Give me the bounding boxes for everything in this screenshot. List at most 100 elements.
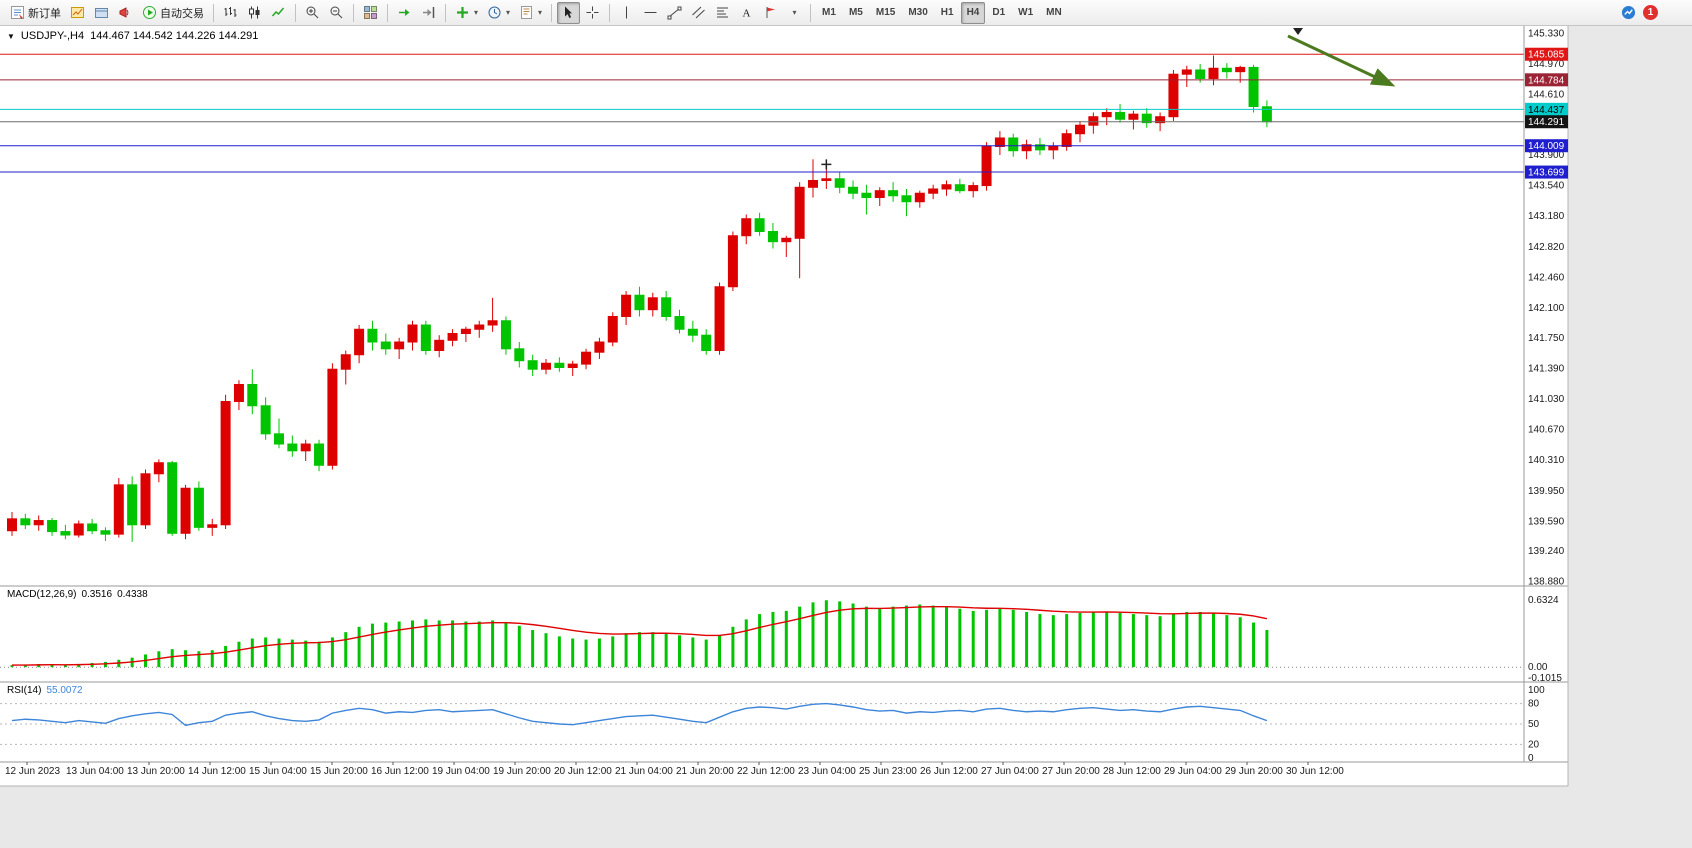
- trend-arrow[interactable]: [1287, 34, 1396, 87]
- shapes-dropdown-button[interactable]: ▾: [783, 2, 805, 24]
- toolbar-separator: [609, 3, 611, 22]
- periods-button[interactable]: ▾: [483, 2, 514, 24]
- line-icon: [271, 5, 286, 20]
- timeframe-w1-button[interactable]: W1: [1018, 7, 1034, 18]
- timeframe-d1-button[interactable]: D1: [992, 7, 1006, 18]
- rsi-name: RSI(14): [7, 685, 42, 696]
- autotrading-button-label: 自动交易: [160, 7, 204, 20]
- toolbar-group-objects: A ▾: [615, 2, 805, 24]
- horizontal-line-button[interactable]: [639, 2, 662, 24]
- price-scale[interactable]: 145.330 144.970 144.610 143.900 143.540 143.1…: [1525, 28, 1568, 588]
- svg-text:145.085: 145.085: [1528, 50, 1565, 61]
- toolbar-group-insert: ▾ ▾ ▾: [451, 2, 546, 24]
- toolbar-separator: [213, 3, 214, 22]
- ohlc-values: 144.467 144.542 144.226 144.291: [90, 30, 259, 42]
- svg-text:21 Jun 04:00: 21 Jun 04:00: [615, 766, 673, 777]
- timeframe-m30-button[interactable]: M30: [908, 7, 928, 18]
- svg-text:A: A: [743, 8, 751, 20]
- timeframe-mn-button[interactable]: MN: [1046, 7, 1062, 18]
- level-lines[interactable]: [0, 53, 1524, 173]
- svg-text:143.699: 143.699: [1528, 168, 1565, 179]
- channel-icon: [691, 5, 706, 20]
- toolbar-separator: [810, 3, 812, 22]
- svg-text:26 Jun 12:00: 26 Jun 12:00: [920, 766, 978, 777]
- crosshair-button[interactable]: [581, 2, 604, 24]
- svg-text:13 Jun 04:00: 13 Jun 04:00: [66, 766, 124, 777]
- price-badge-143.699: [1525, 165, 1568, 179]
- trendline-button[interactable]: [663, 2, 686, 24]
- svg-text:27 Jun 20:00: 27 Jun 20:00: [1042, 766, 1100, 777]
- svg-text:100: 100: [1528, 685, 1545, 696]
- zoom-out-button[interactable]: [325, 2, 348, 24]
- symbol-expander-icon[interactable]: ▼: [7, 31, 15, 41]
- community-icon[interactable]: [1621, 5, 1636, 20]
- svg-text:144.970: 144.970: [1528, 59, 1565, 70]
- svg-text:144.291: 144.291: [1528, 117, 1565, 128]
- macd-signal-line: [12, 605, 1268, 666]
- alerts-button[interactable]: [114, 2, 137, 24]
- candlestick-button[interactable]: [243, 2, 266, 24]
- svg-text:19 Jun 04:00: 19 Jun 04:00: [432, 766, 490, 777]
- bar-chart-button[interactable]: [219, 2, 242, 24]
- rsi-line: [11, 702, 1268, 727]
- text-button[interactable]: A: [735, 2, 758, 24]
- autotrading-button[interactable]: 自动交易: [138, 2, 208, 24]
- timeframe-m1-button[interactable]: M1: [822, 7, 836, 18]
- new-order-button[interactable]: 新订单: [6, 2, 65, 24]
- svg-text:15 Jun 20:00: 15 Jun 20:00: [310, 766, 368, 777]
- svg-text:142.820: 142.820: [1528, 242, 1565, 253]
- timeframe-m5-button[interactable]: M5: [848, 7, 863, 18]
- line-chart-button[interactable]: [267, 2, 290, 24]
- label-icon: [763, 5, 778, 20]
- macd-signal-value: 0.4338: [117, 589, 148, 600]
- svg-text:13 Jun 20:00: 13 Jun 20:00: [127, 766, 185, 777]
- charts-button[interactable]: [66, 2, 89, 24]
- zoom-in-icon: [305, 5, 320, 20]
- notification-badge[interactable]: 1: [1643, 5, 1658, 20]
- channel-button[interactable]: [687, 2, 710, 24]
- svg-text:22 Jun 12:00: 22 Jun 12:00: [737, 766, 795, 777]
- indicators-button[interactable]: ▾: [451, 2, 482, 24]
- fibonacci-button[interactable]: [711, 2, 734, 24]
- timeframe-m15-button[interactable]: M15: [875, 7, 896, 18]
- zoom-out-icon: [329, 5, 344, 20]
- dropdown-arrow-icon: ▾: [538, 8, 543, 17]
- hline-icon: [643, 5, 658, 20]
- svg-text:20 Jun 12:00: 20 Jun 12:00: [554, 766, 612, 777]
- svg-text:141.390: 141.390: [1528, 363, 1565, 374]
- profiles-button[interactable]: [90, 2, 113, 24]
- svg-text:139.240: 139.240: [1528, 546, 1565, 557]
- price-badge-145.085: [1525, 47, 1568, 61]
- svg-text:138.880: 138.880: [1528, 577, 1565, 588]
- toolbar-separator: [551, 3, 553, 22]
- plus-icon: [455, 5, 470, 20]
- autoscroll-button[interactable]: [393, 2, 416, 24]
- svg-text:15 Jun 04:00: 15 Jun 04:00: [249, 766, 307, 777]
- macd-name: MACD(12,26,9): [7, 589, 77, 600]
- pointer-button[interactable]: [557, 1, 581, 24]
- macd-label: MACD(12,26,9) 0.3516 0.4338: [7, 589, 148, 600]
- vertical-line-button[interactable]: [615, 2, 638, 24]
- time-axis[interactable]: 12 Jun 2023 13 Jun 04:00 13 Jun 20:00 14 Ju…: [5, 762, 1344, 777]
- timeframe-h4-button[interactable]: H4: [960, 1, 986, 24]
- vline-icon: [619, 5, 634, 20]
- templates-button[interactable]: ▾: [515, 2, 546, 24]
- dropdown-arrow-icon: ▾: [474, 8, 479, 17]
- chart-shift-marker[interactable]: [1293, 28, 1303, 35]
- tile-windows-button[interactable]: [359, 2, 382, 24]
- chart-canvas[interactable]: 12 Jun 2023 13 Jun 04:00 13 Jun 20:00 14 Ju…: [0, 26, 1692, 788]
- chart-shift-button[interactable]: [417, 2, 440, 24]
- label-button[interactable]: [759, 2, 782, 24]
- rsi-label: RSI(14) 55.0072: [7, 685, 83, 696]
- svg-text:28 Jun 12:00: 28 Jun 12:00: [1103, 766, 1161, 777]
- macd-histogram: [10, 600, 1269, 668]
- rsi-value: 55.0072: [46, 685, 83, 696]
- timeframe-h1-button[interactable]: H1: [940, 7, 954, 18]
- svg-text:141.750: 141.750: [1528, 333, 1565, 344]
- zoom-in-button[interactable]: [301, 2, 324, 24]
- svg-text:144.437: 144.437: [1528, 105, 1565, 116]
- svg-text:144.784: 144.784: [1528, 75, 1565, 86]
- toolbar-group-windows: [359, 2, 382, 24]
- cross-marker[interactable]: [821, 159, 832, 170]
